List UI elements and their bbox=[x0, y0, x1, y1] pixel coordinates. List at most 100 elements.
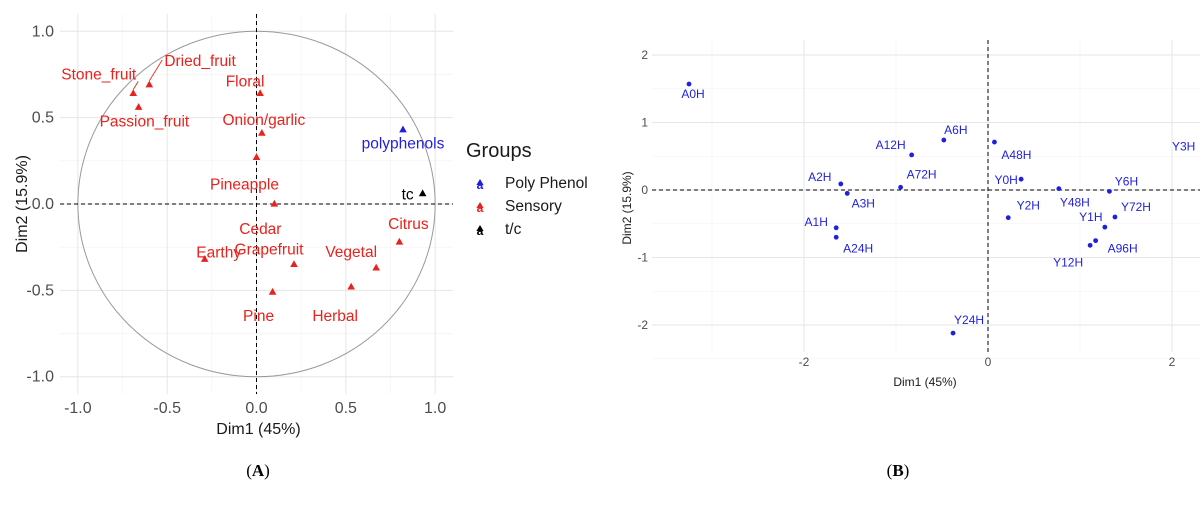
y-tick-label: -0.5 bbox=[26, 282, 54, 299]
label-a12h: A12H bbox=[876, 138, 906, 152]
point-a96h bbox=[1093, 238, 1099, 244]
point-a72h bbox=[898, 184, 903, 190]
label-herbal: Herbal bbox=[312, 308, 358, 325]
point-y2h bbox=[1005, 215, 1011, 221]
legend-key-t-c bbox=[476, 225, 484, 231]
leader-dried-fruit bbox=[148, 59, 163, 82]
label-cedar: Cedar bbox=[239, 221, 281, 238]
label-pine: Pine bbox=[243, 308, 274, 325]
y-axis-title: Dim2 (15.9%) bbox=[14, 155, 31, 253]
label-pineapple: Pineapple bbox=[210, 176, 279, 193]
legend: Groups a Poly Phenol a Sensory a t/c bbox=[466, 140, 588, 238]
point-stone-fruit bbox=[129, 89, 138, 97]
x-tick-label: 0 bbox=[985, 355, 992, 369]
legend-title: Groups bbox=[466, 140, 532, 162]
point-y1h bbox=[1102, 224, 1108, 230]
legend-key-glyph: a bbox=[477, 201, 484, 215]
y-tick-label: -1 bbox=[637, 251, 648, 265]
x-tick-label: -0.5 bbox=[153, 400, 181, 417]
panel-a-points: polyphenols Dried_fruit Stone_fruit Passion… bbox=[61, 53, 444, 325]
label-y12h: Y12H bbox=[1053, 255, 1083, 269]
point-polyphenols bbox=[399, 125, 407, 133]
point-y48h bbox=[1056, 186, 1062, 192]
caption-a: (A) bbox=[246, 461, 270, 480]
label-y2h: Y2H bbox=[1017, 199, 1040, 213]
point-tc bbox=[418, 189, 427, 197]
label-y0h: Y0H bbox=[994, 173, 1017, 187]
label-a72h: A72H bbox=[907, 167, 937, 181]
label-vegetal: Vegetal bbox=[325, 244, 377, 261]
point-herbal bbox=[347, 282, 355, 290]
label-onion-garlic: Onion/garlic bbox=[222, 112, 305, 129]
legend-key-sensory bbox=[476, 202, 484, 208]
x-tick-label: 1.0 bbox=[424, 400, 446, 417]
label-passion-fruit: Passion_fruit bbox=[100, 113, 190, 130]
point-earthy bbox=[200, 255, 209, 262]
x-axis-title: Dim1 (45%) bbox=[216, 421, 300, 438]
point-a24h bbox=[833, 234, 839, 240]
y-tick-label: -1.0 bbox=[26, 369, 54, 386]
caption-b: (B) bbox=[887, 461, 910, 480]
label-a2h: A2H bbox=[808, 170, 831, 184]
x-tick-label: 0.0 bbox=[245, 400, 267, 417]
label-citrus: Citrus bbox=[388, 216, 429, 233]
panel-a: -1.0 -0.5 0.0 0.5 1.0 -1.0 -0.5 0.0 0.5 1.0 Dim1 (… bbox=[14, 14, 453, 438]
label-dried-fruit: Dried_fruit bbox=[164, 53, 236, 70]
point-a1h bbox=[833, 225, 839, 231]
panel-b-grid bbox=[652, 40, 1200, 360]
point-cedar bbox=[270, 199, 279, 207]
point-pineapple bbox=[252, 153, 261, 160]
label-y72h: Y72H bbox=[1121, 200, 1151, 214]
legend-label-poly-phenol: Poly Phenol bbox=[505, 175, 588, 192]
legend-key-poly-phenol bbox=[476, 179, 484, 185]
label-earthy: Earthy bbox=[196, 244, 241, 261]
label-tc: tc bbox=[402, 187, 414, 204]
point-dried-fruit bbox=[145, 80, 154, 88]
y-tick-label: -2 bbox=[637, 318, 648, 332]
point-a0h bbox=[686, 81, 692, 87]
label-y48h: Y48H bbox=[1060, 196, 1090, 210]
point-a6h bbox=[941, 137, 947, 143]
point-a12h bbox=[909, 152, 915, 158]
label-y24h: Y24H bbox=[954, 313, 984, 327]
x-tick-label: 2 bbox=[1169, 355, 1176, 369]
legend-key-glyph: a bbox=[477, 178, 484, 192]
point-floral bbox=[256, 89, 264, 97]
x-tick-label: 0.5 bbox=[335, 400, 357, 417]
point-y72h bbox=[1112, 214, 1118, 220]
label-a48h: A48H bbox=[1001, 148, 1031, 162]
label-a3h: A3H bbox=[852, 196, 875, 210]
label-y3h: Y3H bbox=[1172, 139, 1195, 153]
y-tick-label: 1 bbox=[641, 116, 648, 130]
point-a2h bbox=[838, 181, 844, 187]
label-a0h: A0H bbox=[681, 87, 704, 101]
point-onion-garlic bbox=[258, 128, 266, 136]
point-vegetal bbox=[372, 263, 380, 271]
y-tick-label: 2 bbox=[641, 48, 648, 62]
label-grapefruit: Grapefruit bbox=[235, 241, 305, 258]
point-y24h bbox=[950, 330, 956, 336]
label-a1h: A1H bbox=[805, 215, 828, 229]
point-a3h bbox=[844, 190, 850, 196]
point-y12h bbox=[1087, 242, 1093, 248]
legend-key-glyph: a bbox=[477, 224, 484, 238]
point-y0h bbox=[1018, 176, 1024, 182]
point-pine bbox=[268, 287, 277, 295]
label-y1h: Y1H bbox=[1079, 210, 1102, 224]
panel-b-points: A0H A6H A12H A48H Y0H A72H A2H A3H A1H A24H Y2H Y48… bbox=[681, 81, 1200, 336]
label-a96h: A96H bbox=[1108, 242, 1138, 256]
captions: (A) (B) bbox=[246, 461, 909, 480]
point-a48h bbox=[992, 139, 997, 145]
legend-label-t-c: t/c bbox=[505, 221, 522, 238]
label-polyphenols: polyphenols bbox=[362, 136, 445, 153]
point-y6h bbox=[1107, 188, 1112, 194]
label-floral: Floral bbox=[226, 73, 265, 90]
label-a24h: A24H bbox=[843, 241, 873, 255]
y-tick-label: 0 bbox=[641, 183, 648, 197]
leader-stone-fruit bbox=[132, 81, 139, 90]
y-axis-title: Dim2 (15.9%) bbox=[620, 171, 634, 244]
x-tick-label: -2 bbox=[799, 355, 810, 369]
legend-label-sensory: Sensory bbox=[505, 198, 562, 215]
